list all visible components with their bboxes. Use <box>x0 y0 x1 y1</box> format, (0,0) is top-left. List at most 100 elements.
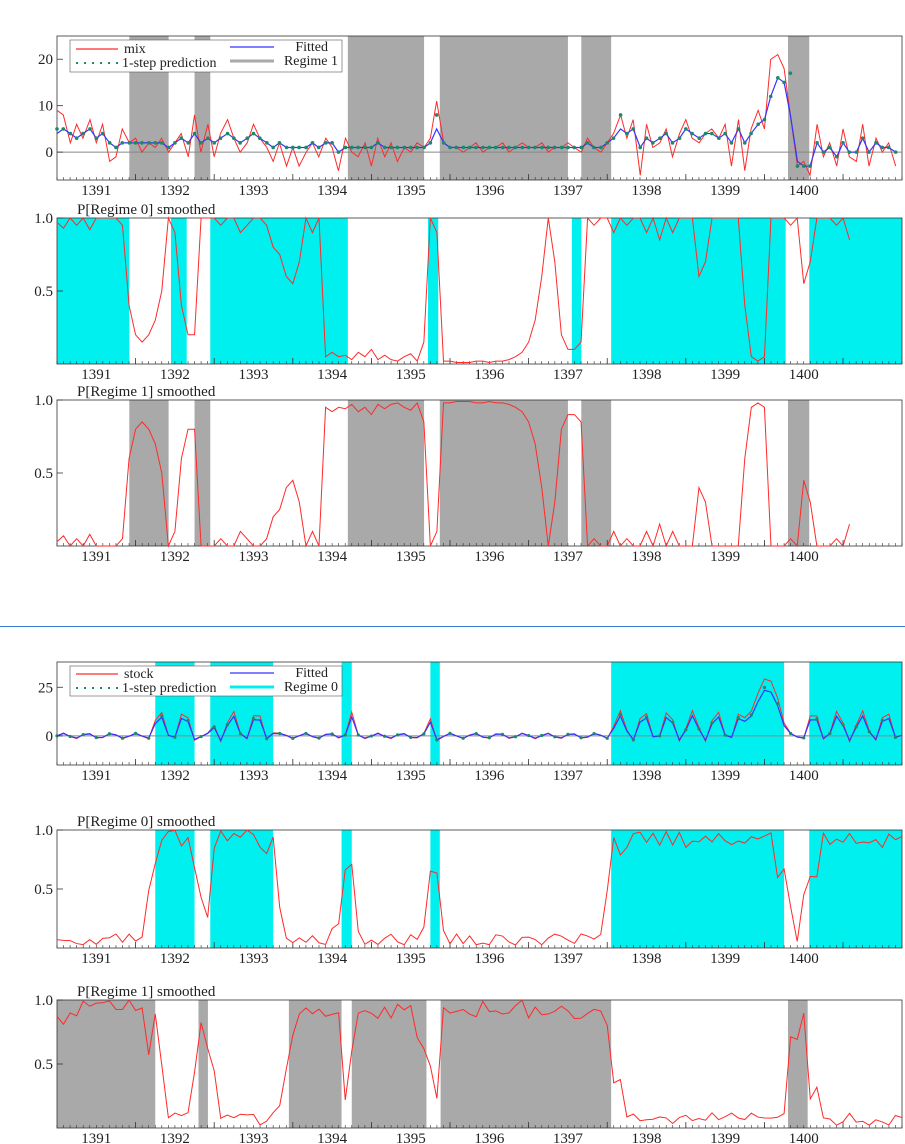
y-tick-label: 0.5 <box>34 466 53 482</box>
prediction-point <box>546 145 551 150</box>
prediction-point <box>717 136 721 140</box>
y-tick-label: 1.0 <box>34 823 53 839</box>
prediction-point <box>795 164 800 168</box>
panel-title: P[Regime 0] smoothed <box>77 202 216 218</box>
prediction-point <box>467 145 472 150</box>
x-tick-label: 1393 <box>239 183 269 199</box>
x-tick-label: 1391 <box>81 951 111 967</box>
prediction-point <box>454 145 459 150</box>
regime-band <box>581 36 612 180</box>
regime-band <box>341 830 352 948</box>
prediction-point <box>55 127 59 131</box>
prediction-point <box>566 145 570 150</box>
x-tick-label: 1395 <box>396 549 426 565</box>
regime-band <box>440 1000 612 1128</box>
prediction-point <box>703 131 708 136</box>
regime-band <box>428 218 439 364</box>
prediction-point <box>160 714 164 718</box>
prediction-point <box>638 145 643 150</box>
prediction-point <box>186 718 190 723</box>
x-tick-label: 1395 <box>396 183 426 199</box>
x-tick-label: 1395 <box>396 1131 426 1144</box>
prediction-point <box>212 141 217 145</box>
prediction-point <box>802 736 806 740</box>
prediction-point <box>225 131 230 136</box>
prediction-point <box>677 136 682 140</box>
prediction-point <box>762 685 767 690</box>
prediction-point <box>527 733 531 738</box>
prediction-point <box>815 717 819 721</box>
x-tick-label: 1394 <box>317 549 348 565</box>
prediction-point <box>349 145 354 150</box>
prediction-point <box>304 145 308 150</box>
prediction-point <box>356 733 360 737</box>
prediction-point <box>297 145 301 150</box>
x-tick-label: 1392 <box>160 367 190 383</box>
x-tick-label: 1397 <box>553 951 584 967</box>
prediction-point <box>140 141 144 145</box>
prediction-point <box>526 145 531 150</box>
prediction-point <box>218 136 223 140</box>
regime-band <box>439 36 568 180</box>
x-tick-label: 1399 <box>710 768 740 784</box>
prediction-point <box>553 735 557 739</box>
x-tick-label: 1392 <box>160 1131 190 1144</box>
prediction-point <box>435 738 439 742</box>
prediction-point <box>147 736 151 740</box>
prediction-point <box>389 145 393 150</box>
prediction-point <box>81 733 85 737</box>
regime-band <box>170 218 187 364</box>
regime-band <box>611 662 785 765</box>
prediction-point <box>651 141 655 145</box>
legend-label-mix: mix <box>124 42 146 57</box>
x-tick-label: 1400 <box>789 549 819 565</box>
prediction-point <box>343 733 347 737</box>
prediction-point <box>841 141 845 145</box>
x-tick-label: 1398 <box>632 367 662 383</box>
prediction-point <box>330 141 334 145</box>
prediction-point <box>729 141 734 145</box>
regime-band <box>347 400 425 546</box>
regime-band <box>57 218 130 364</box>
x-tick-label: 1391 <box>81 183 111 199</box>
regime-band <box>788 400 810 546</box>
prediction-point <box>658 136 662 140</box>
prediction-point <box>134 731 138 735</box>
x-tick-label: 1398 <box>632 183 662 199</box>
prediction-point <box>599 145 603 150</box>
x-tick-label: 1399 <box>710 549 740 565</box>
prediction-point <box>277 141 282 145</box>
prediction-point <box>481 145 485 150</box>
regime-band <box>809 218 902 364</box>
prediction-point <box>251 131 256 136</box>
x-tick-label: 1393 <box>239 367 269 383</box>
prediction-point <box>507 145 511 150</box>
regime-band <box>210 218 348 364</box>
regime-band <box>581 400 612 546</box>
prediction-point <box>408 145 413 150</box>
legend-box <box>69 665 343 697</box>
regime-band <box>347 36 425 180</box>
probability-line <box>56 829 903 946</box>
prediction-point <box>500 732 505 736</box>
prediction-point <box>893 735 898 739</box>
prediction-point <box>238 732 242 736</box>
legend-label-fitted: Fitted <box>295 666 328 681</box>
prediction-point <box>402 145 407 150</box>
x-tick-label: 1393 <box>239 549 269 565</box>
x-tick-label: 1397 <box>553 549 584 565</box>
prediction-point <box>559 145 564 150</box>
prediction-point <box>343 145 348 150</box>
regime-band <box>809 830 902 948</box>
prediction-point <box>336 150 341 154</box>
series-line-mix <box>56 53 897 178</box>
prediction-point <box>782 80 786 85</box>
y-tick-label: 0.5 <box>34 1057 53 1073</box>
prediction-point <box>100 131 105 136</box>
x-tick-label: 1397 <box>553 1131 584 1144</box>
x-tick-label: 1393 <box>239 951 269 967</box>
x-tick-label: 1395 <box>396 768 426 784</box>
prediction-point <box>854 725 858 729</box>
prediction-point <box>88 127 92 131</box>
